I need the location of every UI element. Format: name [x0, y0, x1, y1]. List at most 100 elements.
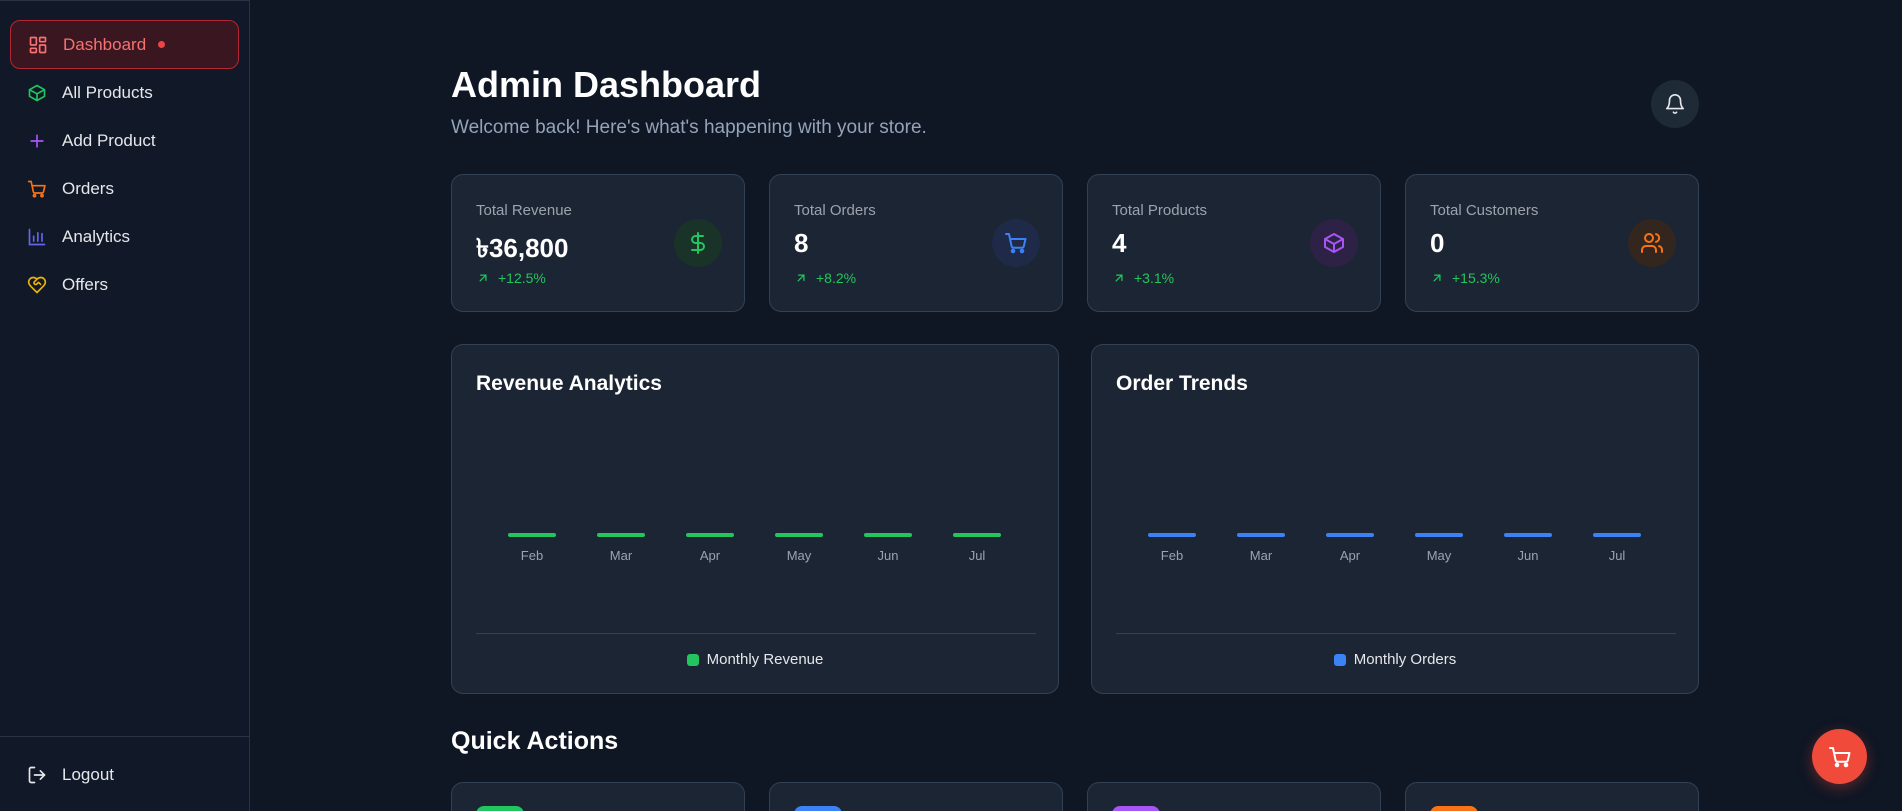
chart-bar-may [775, 533, 823, 537]
stat-value: 0 [1430, 228, 1445, 258]
stat-change: +3.1% [1112, 270, 1174, 286]
chart-bar-jul [1593, 533, 1641, 537]
x-tick-label: Feb [1161, 548, 1183, 563]
page-subtitle: Welcome back! Here's what's happening wi… [451, 117, 927, 138]
stat-card-products: Total Products 4 +3.1% [1087, 174, 1381, 312]
legend-label: Monthly Orders [1353, 651, 1457, 668]
logout-icon [26, 764, 48, 786]
dashboard-icon [27, 34, 49, 56]
stat-change-text: +15.3% [1452, 270, 1500, 286]
stat-change: +15.3% [1430, 270, 1500, 286]
chart-bar-feb [1148, 533, 1196, 537]
sidebar-item-label: Orders [62, 179, 114, 198]
sidebar-item-label: All Products [62, 83, 153, 102]
sidebar-nav: Dashboard All Products Add Product Order… [0, 1, 249, 309]
sidebar-item-analytics[interactable]: Analytics [10, 213, 239, 261]
trend-up-icon [479, 274, 487, 282]
stat-change-text: +3.1% [1134, 270, 1175, 286]
heart-handshake-icon [26, 274, 48, 296]
stats-row: Total Revenue ৳36,800 +12.5% Total Order… [451, 174, 1699, 312]
orders-chart-card: Order Trends Feb Mar Apr May Jun Jul Monthly … [1091, 344, 1699, 694]
stat-change: +8.2% [794, 270, 856, 286]
chart-title: Revenue Analytics [476, 372, 662, 395]
sidebar-item-offers[interactable]: Offers [10, 261, 239, 309]
x-tick-label: Apr [1340, 548, 1361, 563]
stat-label: Total Products [1112, 202, 1208, 219]
sidebar-item-label: Offers [62, 275, 108, 294]
x-tick-label: Jun [1518, 548, 1539, 563]
active-indicator [158, 41, 166, 48]
sidebar-item-all-products[interactable]: All Products [10, 69, 239, 117]
users-icon [1628, 219, 1676, 267]
cart-icon [1828, 745, 1852, 769]
chart-title: Order Trends [1116, 372, 1248, 395]
orders-bar-chart: Feb Mar Apr May Jun Jul [1148, 533, 1641, 563]
stat-label: Total Orders [794, 202, 876, 219]
stat-value: 4 [1112, 228, 1127, 258]
x-tick-label: May [1427, 548, 1452, 563]
chart-legend: Monthly Orders [1092, 651, 1698, 668]
sidebar-item-label: Dashboard [63, 34, 147, 54]
sidebar-footer: Logout [0, 736, 249, 811]
stat-value: ৳36,800 [476, 233, 569, 263]
notifications-button[interactable] [1651, 80, 1699, 128]
chart-bar-jul [953, 533, 1001, 537]
floating-cart-button[interactable] [1812, 729, 1867, 784]
trend-up-icon [1433, 274, 1441, 282]
stat-card-orders: Total Orders 8 +8.2% [769, 174, 1063, 312]
chart-divider [476, 633, 1036, 634]
quick-action-card[interactable] [769, 782, 1063, 811]
box-icon [26, 82, 48, 104]
quick-action-icon [1112, 806, 1160, 811]
chart-bar-mar [597, 533, 645, 537]
box-icon [1310, 219, 1358, 267]
sidebar-item-label: Analytics [62, 227, 131, 246]
x-tick-label: Mar [610, 548, 633, 563]
trend-up-icon [797, 274, 805, 282]
logout-label: Logout [62, 765, 114, 784]
x-tick-label: Mar [1250, 548, 1273, 563]
chart-bar-may [1415, 533, 1463, 537]
x-tick-label: Jul [969, 548, 986, 563]
sidebar-item-dashboard[interactable]: Dashboard [10, 20, 239, 69]
sidebar-item-label: Add Product [62, 131, 156, 150]
x-tick-label: Jun [878, 548, 899, 563]
chart-bar-apr [1326, 533, 1374, 537]
logout-button[interactable]: Logout [10, 751, 239, 799]
stat-label: Total Revenue [476, 202, 572, 219]
legend-label: Monthly Revenue [706, 651, 824, 668]
chart-bar-mar [1237, 533, 1285, 537]
sidebar-item-add-product[interactable]: Add Product [10, 117, 239, 165]
quick-action-card[interactable] [1405, 782, 1699, 811]
quick-action-icon [1430, 806, 1478, 811]
chart-bar-jun [1504, 533, 1552, 537]
page-title: Admin Dashboard [451, 64, 762, 105]
legend-swatch [686, 653, 699, 666]
stat-card-customers: Total Customers 0 +15.3% [1405, 174, 1699, 312]
stat-change-text: +12.5% [498, 270, 546, 286]
revenue-chart-card: Revenue Analytics Feb Mar Apr May Jun Jul Mon… [451, 344, 1059, 694]
chart-bar-feb [508, 533, 556, 537]
chart-divider [1116, 633, 1676, 634]
bell-icon [1664, 93, 1686, 115]
x-tick-label: Apr [700, 548, 721, 563]
stat-label: Total Customers [1430, 202, 1539, 219]
sidebar: Dashboard All Products Add Product Order… [0, 0, 250, 811]
quick-action-card[interactable] [1087, 782, 1381, 811]
chart-bar-apr [686, 533, 734, 537]
bar-chart-icon [26, 226, 48, 248]
stat-change-text: +8.2% [816, 270, 857, 286]
quick-action-icon [794, 806, 842, 811]
chart-legend: Monthly Revenue [452, 651, 1058, 668]
quick-action-card[interactable] [451, 782, 745, 811]
quick-actions-title: Quick Actions [451, 727, 619, 755]
trend-up-icon [1115, 274, 1123, 282]
x-tick-label: Jul [1609, 548, 1626, 563]
sidebar-item-orders[interactable]: Orders [10, 165, 239, 213]
legend-swatch [1333, 653, 1346, 666]
plus-icon [26, 130, 48, 152]
revenue-bar-chart: Feb Mar Apr May Jun Jul [508, 533, 1001, 563]
dollar-icon [674, 219, 722, 267]
quick-action-icon [476, 806, 524, 811]
stat-value: 8 [794, 228, 809, 258]
